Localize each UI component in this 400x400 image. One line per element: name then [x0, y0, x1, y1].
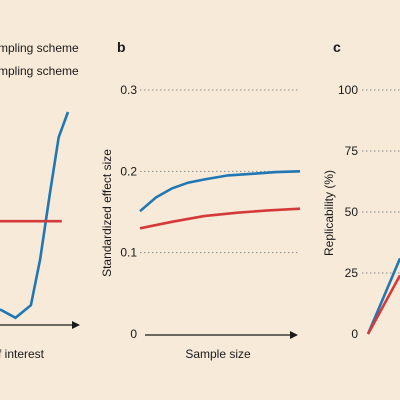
- panel-b-x-arrow: [290, 331, 298, 339]
- panel-c-ytick: 75: [345, 144, 359, 158]
- panel-b-ytick: 0: [130, 327, 137, 341]
- panel-c-ylabel: Replicability (%): [322, 170, 336, 256]
- panel-c-ytick: 25: [345, 266, 359, 280]
- panel-b-series-blue: [139, 170, 301, 213]
- panel-b-ytick: 0.3: [120, 83, 137, 97]
- panel-c-series-red: [366, 274, 400, 335]
- panel-c-letter: c: [333, 39, 341, 55]
- panel-c-ytick: 100: [338, 83, 358, 97]
- panel-c-ytick: 0: [351, 327, 358, 341]
- panel-c: c 0 25 50 75 100 Replicability (%): [322, 39, 400, 341]
- panel-b-ytick: 0.2: [120, 164, 137, 178]
- panel-b-series-red: [139, 207, 301, 230]
- panel-c-ytick: 50: [345, 205, 359, 219]
- legend-entry-1: mpling scheme: [0, 41, 79, 55]
- panel-b-ytick: 0.1: [120, 246, 137, 260]
- panel-c-series-blue: [366, 257, 400, 335]
- panel-b-xlabel: Sample size: [185, 347, 251, 361]
- panel-a-series-blue: [0, 111, 70, 320]
- panel-a: mpling scheme mpling scheme f interest: [0, 41, 80, 361]
- panel-a-xlabel: f interest: [0, 347, 45, 361]
- panel-b-letter: b: [117, 39, 126, 55]
- panel-b-ylabel: Standardized effect size: [100, 149, 114, 277]
- panel-b: b 0 0.1 0.2 0.3 Sample size Standardized ef…: [100, 39, 301, 361]
- legend-entry-2: mpling scheme: [0, 64, 79, 78]
- panel-a-x-arrow: [72, 321, 80, 329]
